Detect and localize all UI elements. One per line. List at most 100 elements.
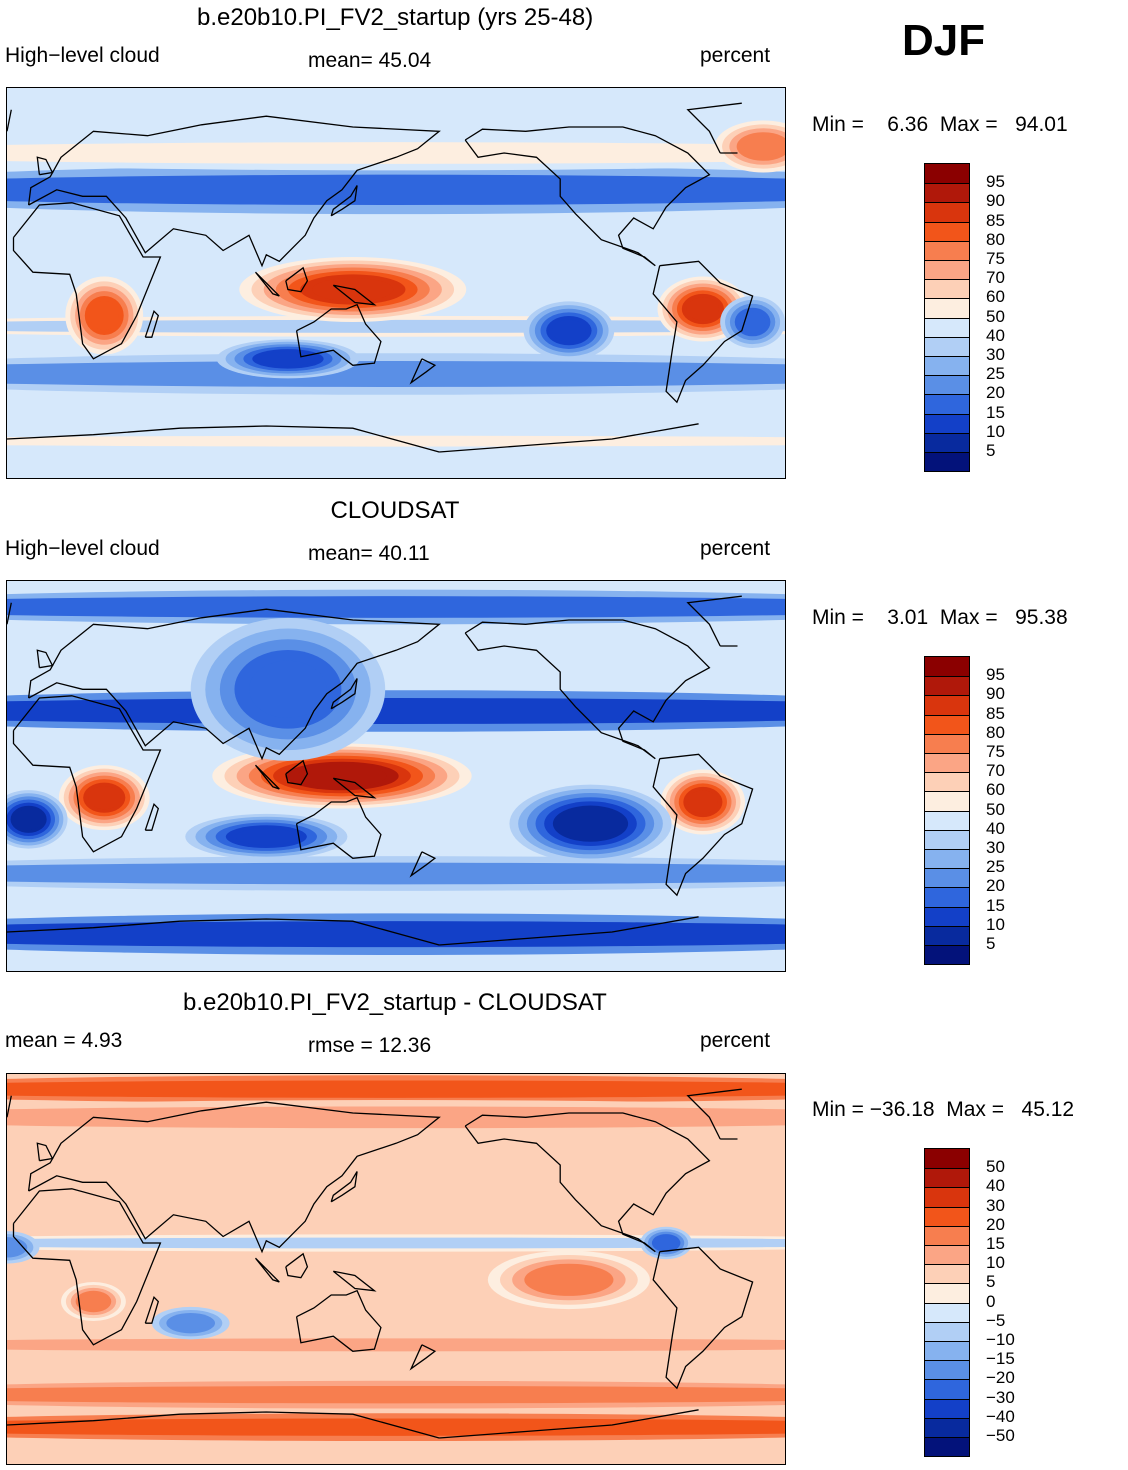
colorbar-segment bbox=[925, 1149, 969, 1169]
coastline bbox=[295, 1289, 382, 1352]
colorbar-segment bbox=[925, 945, 969, 965]
field-blob bbox=[261, 351, 315, 367]
colorbar-segment bbox=[925, 240, 969, 260]
colorbar-segment bbox=[925, 1437, 969, 1457]
colorbar-segment bbox=[925, 676, 969, 696]
panel-title: b.e20b10.PI_FV2_startup - CLOUDSAT bbox=[183, 989, 607, 1016]
coastline bbox=[7, 1409, 699, 1439]
field-band bbox=[7, 698, 785, 724]
field-blob bbox=[235, 828, 297, 846]
left-label: High−level cloud bbox=[5, 537, 160, 560]
colorbar-box bbox=[924, 163, 970, 473]
field-blob bbox=[173, 1316, 208, 1331]
field-band bbox=[7, 174, 785, 205]
coastline bbox=[144, 309, 160, 338]
colorbar-segment bbox=[925, 925, 969, 945]
colorbar-segment bbox=[925, 356, 969, 376]
colorbar-segment bbox=[925, 829, 969, 849]
coastline bbox=[409, 1344, 437, 1371]
colorbar-segment bbox=[925, 317, 969, 337]
coastline bbox=[652, 260, 754, 404]
coastline bbox=[7, 595, 742, 647]
coastline bbox=[144, 1295, 160, 1324]
field-blob bbox=[561, 809, 620, 838]
colorbar-segment bbox=[925, 164, 969, 184]
coastline bbox=[254, 764, 280, 790]
colorbar-segment bbox=[925, 432, 969, 452]
colorbar-label: 10 bbox=[986, 914, 1005, 934]
coastline bbox=[27, 1101, 441, 1254]
colorbar-label: 85 bbox=[986, 210, 1005, 230]
colorbar-segment bbox=[925, 298, 969, 318]
colorbar-label: 90 bbox=[986, 684, 1005, 704]
field-band bbox=[7, 862, 785, 885]
colorbar-label: 50 bbox=[986, 306, 1005, 326]
colorbar-segment bbox=[925, 413, 969, 433]
map-canvas bbox=[7, 1074, 785, 1464]
colorbar-label: 50 bbox=[986, 1157, 1005, 1177]
colorbar-label: 95 bbox=[986, 665, 1005, 685]
colorbar-segment bbox=[925, 1360, 969, 1380]
colorbar-segment bbox=[925, 279, 969, 299]
left-label: High−level cloud bbox=[5, 44, 160, 67]
colorbar-label: 95 bbox=[986, 172, 1005, 192]
field-band bbox=[7, 361, 785, 387]
colorbar-segment bbox=[925, 260, 969, 280]
map-canvas bbox=[7, 88, 785, 478]
colorbar-segment bbox=[925, 1245, 969, 1265]
colorbar-segment bbox=[925, 221, 969, 241]
field-blob bbox=[249, 660, 327, 718]
colorbar-label: 80 bbox=[986, 229, 1005, 249]
colorbar-label: −10 bbox=[986, 1330, 1015, 1349]
panel-title: CLOUDSAT bbox=[330, 497, 460, 524]
coastline bbox=[27, 608, 441, 761]
field-blob bbox=[739, 311, 766, 333]
colorbar-segment bbox=[925, 1225, 969, 1245]
field-blob bbox=[655, 1236, 677, 1250]
center-label: mean= 45.04 bbox=[308, 49, 432, 72]
colorbar-box bbox=[924, 1148, 970, 1458]
coastline bbox=[12, 1188, 162, 1346]
colorbar-segment bbox=[925, 1206, 969, 1226]
coastline bbox=[12, 695, 162, 853]
coastline bbox=[330, 678, 358, 710]
colorbar-label: 60 bbox=[986, 780, 1005, 800]
units-label: percent bbox=[700, 44, 771, 67]
colorbar-segment bbox=[925, 791, 969, 811]
coastline bbox=[332, 284, 377, 306]
colorbar-label: 5 bbox=[986, 441, 996, 460]
colorbar-label: 70 bbox=[986, 761, 1005, 781]
field-band bbox=[7, 1386, 785, 1404]
coastline bbox=[652, 753, 754, 897]
colorbar-label: 15 bbox=[986, 402, 1005, 422]
field-band bbox=[7, 596, 785, 618]
colorbar-segment bbox=[925, 1283, 969, 1303]
cloud-map bbox=[6, 580, 786, 972]
coastline bbox=[285, 1252, 309, 1279]
coastline bbox=[295, 303, 382, 366]
colorbar-label: 80 bbox=[986, 722, 1005, 742]
colorbar-segment bbox=[925, 868, 969, 888]
field-band bbox=[7, 1418, 785, 1436]
coastline bbox=[254, 271, 280, 297]
field-band bbox=[7, 1106, 785, 1129]
colorbar-label: −15 bbox=[986, 1349, 1015, 1369]
cloud-map bbox=[6, 87, 786, 479]
colorbar-label: 20 bbox=[986, 1214, 1005, 1234]
colorbar-label: −5 bbox=[986, 1310, 1006, 1330]
coastline bbox=[36, 156, 54, 176]
min-max-readout: Min = −36.18 Max = 45.12 bbox=[812, 1098, 1075, 1121]
colorbar-segment bbox=[925, 733, 969, 753]
colorbar-label: −30 bbox=[986, 1387, 1015, 1407]
coastline bbox=[36, 649, 54, 669]
coastline bbox=[464, 619, 711, 760]
colorbar-segment bbox=[925, 1264, 969, 1284]
colorbar-segment bbox=[925, 810, 969, 830]
colorbar-label: 40 bbox=[986, 1176, 1005, 1196]
coastline bbox=[330, 1171, 358, 1203]
season-label: DJF bbox=[902, 16, 986, 65]
field-band bbox=[7, 1338, 785, 1352]
colorbar-segment bbox=[925, 906, 969, 926]
field-blob bbox=[551, 319, 586, 342]
field-blob bbox=[297, 764, 387, 788]
